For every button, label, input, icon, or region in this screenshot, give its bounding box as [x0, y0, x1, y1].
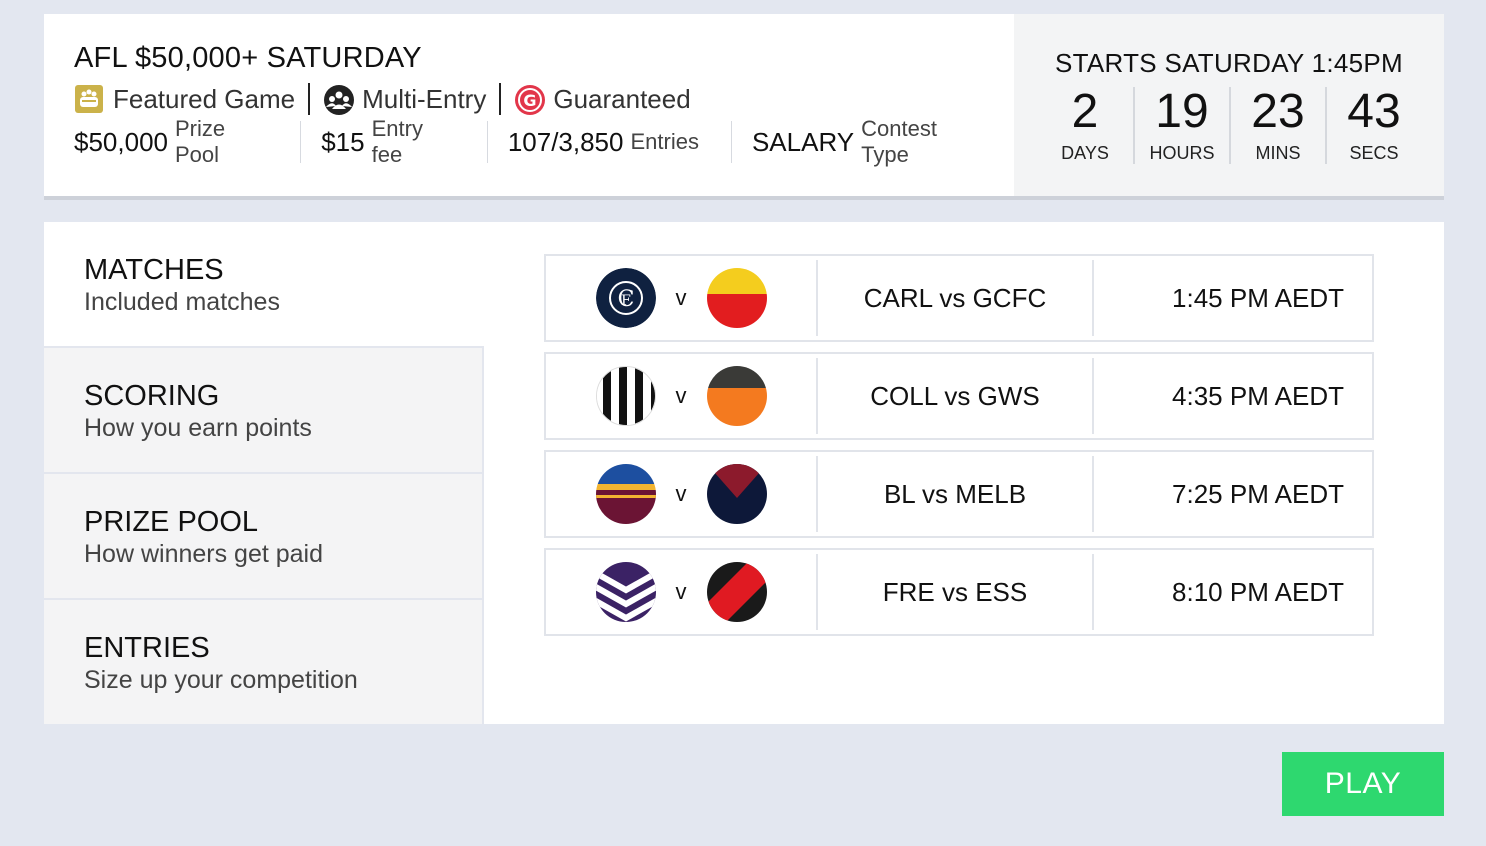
guaranteed-icon: G [514, 84, 546, 115]
guaranteed-badge: G Guaranteed [514, 83, 691, 115]
match-time: 1:45 PM AEDT [1172, 282, 1344, 313]
nav-subheading: Size up your competition [84, 666, 358, 694]
stat-value: $15 [321, 126, 365, 157]
countdown-unit: HOURS [1149, 143, 1215, 163]
versus-label: v [675, 383, 687, 408]
countdown-unit: MINS [1255, 143, 1301, 163]
svg-text:C: C [617, 287, 634, 312]
play-button[interactable]: PLAY [1282, 752, 1444, 816]
multi-entry-badge: Multi-Entry [323, 84, 486, 115]
versus-label: v [675, 579, 687, 604]
nav-heading: PRIZE POOL [84, 506, 259, 538]
fremantle-logo-icon [595, 562, 656, 622]
countdown-unit: SECS [1349, 143, 1399, 163]
stat-label: Prize Pool [174, 116, 226, 167]
countdown-number: 19 [1155, 85, 1209, 138]
countdown-timer: 2 DAYS 19 HOURS 23 MINS 43 SECS [1014, 87, 1444, 164]
nav-entries[interactable]: ENTRIES Size up your competition [44, 600, 484, 724]
match-name: BL vs MELB [818, 456, 1094, 532]
nav-subheading: Included matches [84, 288, 280, 316]
match-name: FRE vs ESS [818, 554, 1094, 630]
countdown-days: 2 DAYS [1037, 87, 1133, 164]
countdown-secs: 43 SECS [1325, 87, 1421, 164]
entry-fee-stat: $15 Entry fee [300, 116, 487, 167]
match-row: v COLL vs GWS 4:35 PM AEDT [544, 352, 1374, 440]
match-name: COLL vs GWS [818, 358, 1094, 434]
versus-label: v [675, 481, 687, 506]
gws-logo-icon [706, 366, 767, 426]
match-teams: v [546, 554, 818, 630]
featured-icon [74, 84, 104, 114]
match-teams: v [546, 358, 818, 434]
essendon-logo-icon [706, 562, 767, 622]
countdown-hours: 19 HOURS [1133, 87, 1229, 164]
brisbane-logo-icon [595, 464, 656, 524]
nav-heading: SCORING [84, 380, 220, 412]
guaranteed-label: Guaranteed [553, 83, 691, 114]
stat-label: Contest Type [861, 116, 937, 167]
nav-heading: ENTRIES [84, 632, 210, 664]
stat-value: 107/3,850 [507, 126, 624, 157]
match-time: 4:35 PM AEDT [1172, 380, 1344, 411]
badge-divider [308, 83, 311, 115]
gold-coast-logo-icon [706, 268, 767, 328]
entries-stat: 107/3,850 Entries [486, 121, 731, 163]
prize-pool-stat: $50,000 Prize Pool [74, 116, 300, 167]
contest-info: AFL $50,000+ SATURDAY Featured Game Mult… [44, 14, 1014, 196]
melbourne-logo-icon [706, 464, 767, 524]
contest-details: MATCHES Included matches SCORING How you… [44, 222, 1444, 724]
match-teams: v [546, 456, 818, 532]
countdown-panel: STARTS SATURDAY 1:45PM 2 DAYS 19 HOURS 2… [1014, 14, 1444, 196]
svg-text:F: F [621, 293, 631, 309]
nav-heading: MATCHES [84, 254, 224, 286]
badge-divider [499, 83, 502, 115]
contest-type-stat: SALARY Contest Type [730, 116, 1014, 167]
stat-label: Entries [630, 129, 699, 154]
nav-subheading: How you earn points [84, 414, 312, 442]
countdown-number: 43 [1347, 85, 1401, 138]
contest-badges: Featured Game Multi-Entry G Guaranteed [74, 83, 1014, 115]
countdown-unit: DAYS [1061, 143, 1109, 163]
countdown-number: 2 [1071, 85, 1099, 138]
nav-prize-pool[interactable]: PRIZE POOL How winners get paid [44, 474, 484, 600]
versus-label: v [675, 285, 687, 310]
featured-label: Featured Game [113, 83, 296, 114]
multi-entry-label: Multi-Entry [362, 83, 487, 114]
match-time: 8:10 PM AEDT [1172, 576, 1344, 607]
featured-badge: Featured Game [74, 84, 295, 115]
nav-scoring[interactable]: SCORING How you earn points [44, 348, 484, 474]
match-name: CARL vs GCFC [818, 260, 1094, 336]
countdown-number: 23 [1251, 85, 1305, 138]
match-row: v BL vs MELB 7:25 PM AEDT [544, 450, 1374, 538]
nav-matches[interactable]: MATCHES Included matches [44, 222, 484, 348]
stat-value: SALARY [751, 126, 855, 157]
contest-stats: $50,000 Prize Pool $15 Entry fee 107/3,8… [74, 116, 1014, 167]
match-row: v FRE vs ESS 8:10 PM AEDT [544, 548, 1374, 636]
details-nav: MATCHES Included matches SCORING How you… [44, 222, 484, 724]
nav-subheading: How winners get paid [84, 540, 324, 568]
svg-text:G: G [524, 91, 537, 110]
countdown-mins: 23 MINS [1229, 87, 1325, 164]
start-time: STARTS SATURDAY 1:45PM [1054, 48, 1404, 78]
match-time: 7:25 PM AEDT [1172, 478, 1344, 509]
multi-entry-icon [323, 84, 355, 115]
contest-header: AFL $50,000+ SATURDAY Featured Game Mult… [44, 14, 1444, 200]
contest-title: AFL $50,000+ SATURDAY [74, 42, 422, 74]
stat-value: $50,000 [74, 126, 168, 157]
collingwood-logo-icon [595, 366, 656, 426]
stat-label: Entry fee [371, 116, 423, 167]
